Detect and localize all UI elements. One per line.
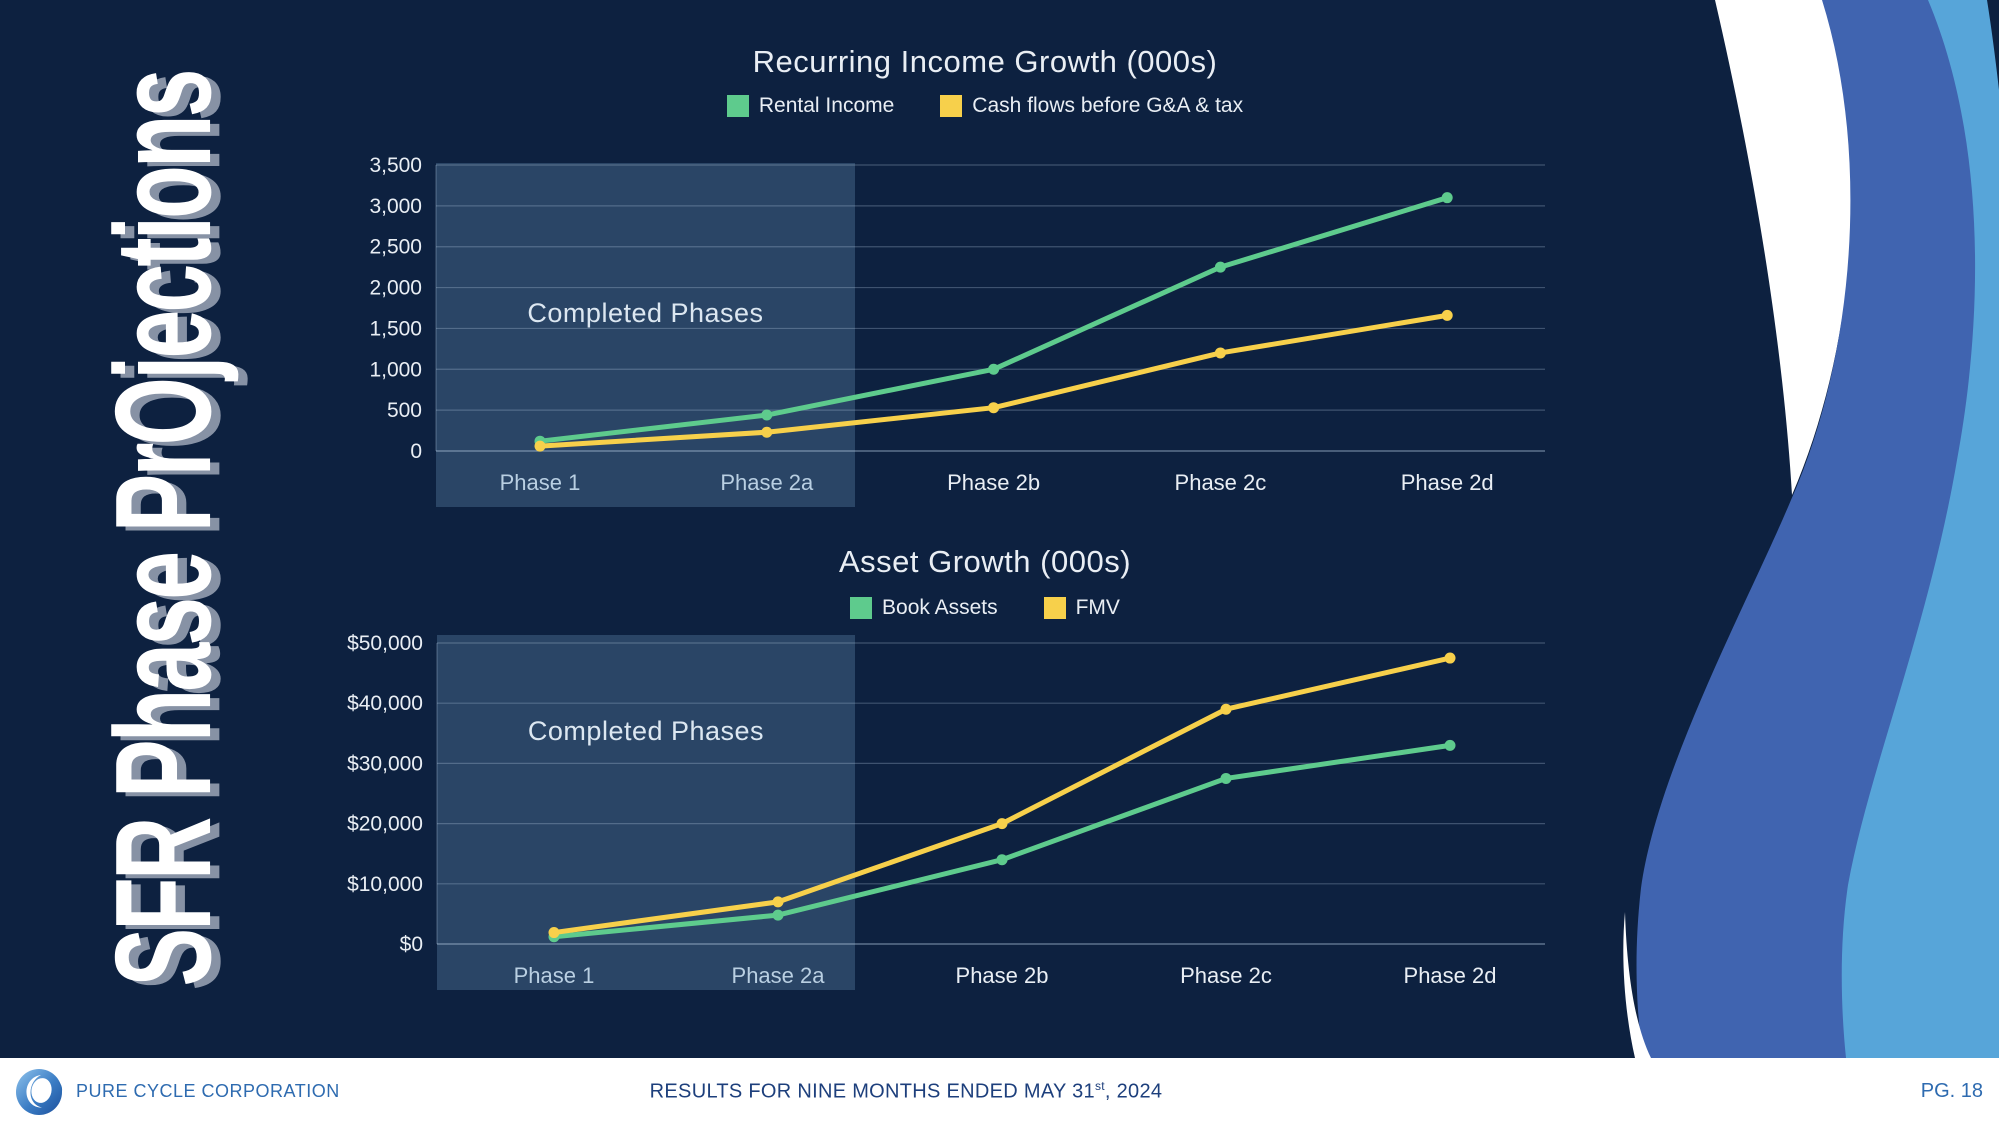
legend-item: FMV — [1043, 596, 1120, 620]
data-point — [761, 409, 773, 421]
completed-phases-label: Completed Phases — [528, 716, 764, 746]
y-tick-label: $30,000 — [347, 752, 423, 775]
legend-label: Rental Income — [758, 94, 895, 117]
data-point — [1214, 347, 1226, 359]
slide-side-title-text: SFR Phase PrOjections — [86, 71, 240, 987]
x-tick-label: Phase 2b — [947, 470, 1040, 495]
footer-brand: PURE CYCLE CORPORATION — [14, 1067, 340, 1117]
x-tick-label: Phase 2c — [1175, 470, 1267, 495]
legend-recurring-income: Rental Income Cash flows before G&A & ta… — [400, 94, 1570, 118]
completed-phases-box — [437, 635, 855, 990]
legend-asset-growth: Book Assets FMV — [400, 596, 1570, 620]
data-point — [1441, 192, 1453, 204]
legend-item: Cash flows before G&A & tax — [940, 94, 1243, 118]
y-tick-label: 1,000 — [369, 358, 422, 381]
slide-side-title: SFR Phase PrOjections — [14, 0, 314, 1058]
data-point — [1220, 703, 1232, 715]
data-point — [996, 854, 1008, 866]
data-point — [988, 402, 1000, 414]
x-tick-label: Phase 1 — [514, 963, 595, 988]
line-chart-recurring-income: 0 500 1,000 1,500 2,000 2,500 3,000 3,500 Phase … — [369, 154, 1545, 507]
x-tick-label: Phase 2b — [956, 963, 1049, 988]
company-name: PURE CYCLE CORPORATION — [76, 1081, 340, 1101]
data-point — [1444, 739, 1456, 751]
data-point — [1220, 772, 1232, 784]
chart-title-asset-growth: Asset Growth (000s) — [838, 544, 1132, 579]
legend-item: Rental Income — [726, 94, 895, 118]
x-tick-label: Phase 2a — [732, 963, 826, 988]
wave-white-band — [1715, 0, 1854, 495]
wave-navy-corner — [1987, 0, 1999, 90]
y-tick-label: 2,500 — [369, 236, 422, 259]
y-tick-label: $50,000 — [347, 632, 423, 655]
legend-label: Cash flows before G&A & tax — [972, 94, 1244, 117]
data-point — [534, 440, 546, 452]
footer: PURE CYCLE CORPORATION RESULTS FOR NINE … — [0, 1058, 1999, 1125]
y-tick-label: $20,000 — [347, 813, 423, 836]
y-tick-label: 1,500 — [369, 317, 422, 340]
y-tick-label: 500 — [387, 399, 422, 422]
data-point — [1441, 309, 1453, 321]
y-tick-label: $40,000 — [347, 692, 423, 715]
y-tick-label: 3,000 — [369, 195, 422, 218]
footer-subtitle: RESULTS FOR NINE MONTHS ENDED MAY 31st, … — [650, 1079, 1163, 1104]
x-tick-label: Phase 2c — [1180, 963, 1272, 988]
legend-swatch-green-icon — [726, 95, 749, 117]
completed-phases-label: Completed Phases — [527, 298, 763, 328]
y-tick-label: 3,500 — [369, 154, 422, 177]
data-point — [996, 818, 1008, 830]
y-tick-label: $0 — [400, 933, 423, 956]
x-tick-label: Phase 2d — [1404, 963, 1497, 988]
chart-title-recurring-income: Recurring Income Growth (000s) — [752, 44, 1218, 79]
legend-label: Book Assets — [882, 596, 998, 619]
data-point — [988, 363, 1000, 375]
pure-cycle-logo-icon — [16, 1068, 63, 1115]
x-tick-label: Phase 1 — [500, 470, 581, 495]
data-point — [1444, 652, 1456, 664]
data-point — [548, 927, 560, 939]
legend-swatch-green-icon — [850, 597, 873, 619]
data-point — [761, 426, 773, 438]
footer-subtitle-year: , 2024 — [1104, 1080, 1163, 1103]
y-tick-label: 2,000 — [369, 277, 422, 300]
completed-phases-box — [436, 163, 855, 507]
legend-swatch-yellow-icon — [940, 95, 963, 117]
line-chart-asset-growth: $0 $10,000 $20,000 $30,000 $40,000 $50,000 Pha… — [347, 632, 1545, 990]
y-tick-label: $10,000 — [347, 873, 423, 896]
data-point — [772, 896, 784, 908]
legend-label: FMV — [1075, 596, 1120, 619]
footer-subtitle-superscript: st — [1094, 1079, 1105, 1094]
data-point — [772, 909, 784, 921]
legend-swatch-yellow-icon — [1043, 597, 1066, 619]
wave-decoration — [1623, 0, 1999, 1058]
page-number: PG. 18 — [1920, 1080, 1983, 1102]
legend-item: Book Assets — [850, 596, 998, 620]
y-tick-label: 0 — [410, 440, 422, 463]
data-point — [1214, 261, 1226, 273]
x-tick-label: Phase 2a — [720, 470, 814, 495]
wave-white-crescent — [1623, 912, 1651, 1058]
wave-light-blue-band — [1841, 0, 1999, 1058]
x-tick-label: Phase 2d — [1401, 470, 1494, 495]
footer-subtitle-text: RESULTS FOR NINE MONTHS ENDED MAY 31 — [649, 1080, 1095, 1103]
